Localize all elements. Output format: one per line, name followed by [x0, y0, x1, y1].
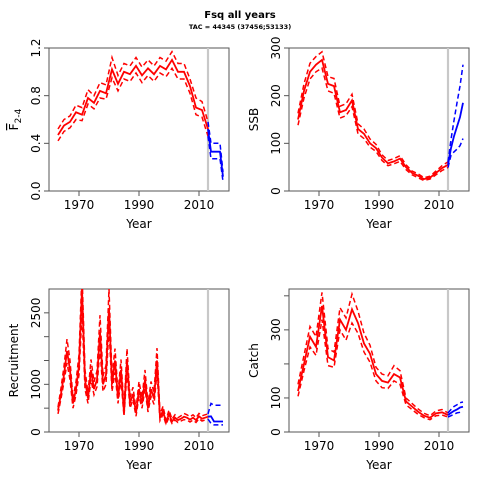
catch-y-tick-label: 300 — [269, 318, 283, 341]
ssb-projection-lower-line — [447, 138, 464, 168]
figure-subtitle: TAC = 44345 (37456;53133) — [188, 23, 292, 31]
recruitment-projection-median-line — [207, 415, 223, 423]
ssb-projection-median-line — [447, 102, 464, 165]
recruitment-y-tick-label: 1000 — [29, 369, 43, 400]
ssb-historical-lower-line — [297, 66, 449, 182]
recruitment-projection-upper-line — [207, 402, 223, 415]
recruitment-projection-lower-line — [207, 418, 223, 426]
fbar-y-tick-label: 0.4 — [29, 134, 43, 153]
fbar-x-tick-label: 1990 — [124, 198, 155, 212]
recruitment-y-axis-title: Recruitment — [7, 323, 21, 397]
catch-historical-lower-line — [297, 319, 449, 421]
fbar-series-group — [57, 50, 224, 182]
ssb-y-tick-label: 100 — [269, 132, 283, 155]
catch-projection-lower-line — [447, 410, 464, 418]
fbar-historical-upper-line — [57, 50, 209, 130]
ssb-y-tick-label: 200 — [269, 84, 283, 107]
ssb-x-tick-label: 1990 — [364, 198, 395, 212]
fbar-y-axis-title-sub: 2-4 — [14, 108, 24, 123]
recruitment-historical-upper-line — [57, 289, 209, 424]
fbar-y-tick-label: 0.0 — [29, 181, 43, 200]
recruitment-y-tick-label: 2500 — [29, 298, 43, 329]
recruitment-panel: 1970 1990 2010 0 1000 2500 Year Recruitment — [7, 288, 230, 472]
ssb-y-axis-title: SSB — [247, 108, 261, 131]
catch-x-tick-label: 1970 — [304, 439, 335, 453]
recruitment-series-group — [57, 289, 223, 427]
recruitment-x-tick-label: 1990 — [124, 439, 155, 453]
ssb-x-tick-label: 2010 — [424, 198, 455, 212]
catch-y-tick-label: 100 — [269, 386, 283, 409]
ssb-series-group — [297, 50, 464, 182]
fbar-x-tick-label: 1970 — [64, 198, 95, 212]
recruitment-plot-frame — [48, 288, 230, 433]
recruitment-x-axis-title: Year — [125, 458, 151, 472]
fbar-x-axis-title: Year — [125, 217, 151, 231]
fbar-x-tick-label: 2010 — [184, 198, 215, 212]
ssb-x-tick-label: 1970 — [304, 198, 335, 212]
fbar-y-axis-title-main: F — [7, 123, 21, 130]
ssb-historical-upper-line — [297, 50, 449, 179]
ssb-y-tick-label: 300 — [269, 37, 283, 60]
recruitment-historical-median-line — [57, 289, 209, 426]
ssb-plot-frame — [288, 47, 470, 192]
fbar-projection-median-line — [207, 128, 224, 177]
ssb-panel: 1970 1990 2010 0 100 200 300 Year SSB — [247, 37, 470, 231]
fbar-y-tick-label: 0.8 — [29, 86, 43, 105]
fbar-panel: 1970 1990 2010 0.0 0.4 0.8 1.2 Year F2-4 — [7, 38, 230, 231]
ssb-x-axis-title: Year — [365, 217, 391, 231]
ssb-historical-median-line — [297, 58, 449, 181]
catch-plot-frame — [288, 288, 470, 433]
ssb-y-tick-label: 0 — [269, 187, 283, 195]
fbar-historical-lower-line — [57, 66, 209, 142]
catch-panel: 1970 1990 2010 0 100 300 Year Catch — [247, 288, 470, 472]
catch-historical-upper-line — [297, 291, 449, 417]
recruitment-y-tick-label: 0 — [29, 428, 43, 436]
figure-title: Fsq all years — [204, 10, 276, 21]
fbar-historical-median-line — [57, 58, 209, 136]
recruitment-x-tick-label: 1970 — [64, 439, 95, 453]
catch-x-axis-title: Year — [365, 458, 391, 472]
catch-y-axis-title: Catch — [247, 343, 261, 378]
catch-series-group — [297, 291, 464, 421]
fbar-y-tick-label: 1.2 — [29, 38, 43, 57]
catch-projection-upper-line — [447, 401, 464, 414]
catch-x-tick-label: 2010 — [424, 439, 455, 453]
catch-projection-median-line — [447, 405, 464, 416]
catch-x-tick-label: 1990 — [364, 439, 395, 453]
catch-y-tick-label: 0 — [269, 428, 283, 436]
recruitment-x-tick-label: 2010 — [184, 439, 215, 453]
catch-historical-median-line — [297, 305, 449, 419]
fbar-y-axis-title: F2-4 — [7, 108, 24, 130]
fbar-projection-upper-line — [207, 121, 224, 172]
ssb-projection-upper-line — [447, 64, 464, 162]
